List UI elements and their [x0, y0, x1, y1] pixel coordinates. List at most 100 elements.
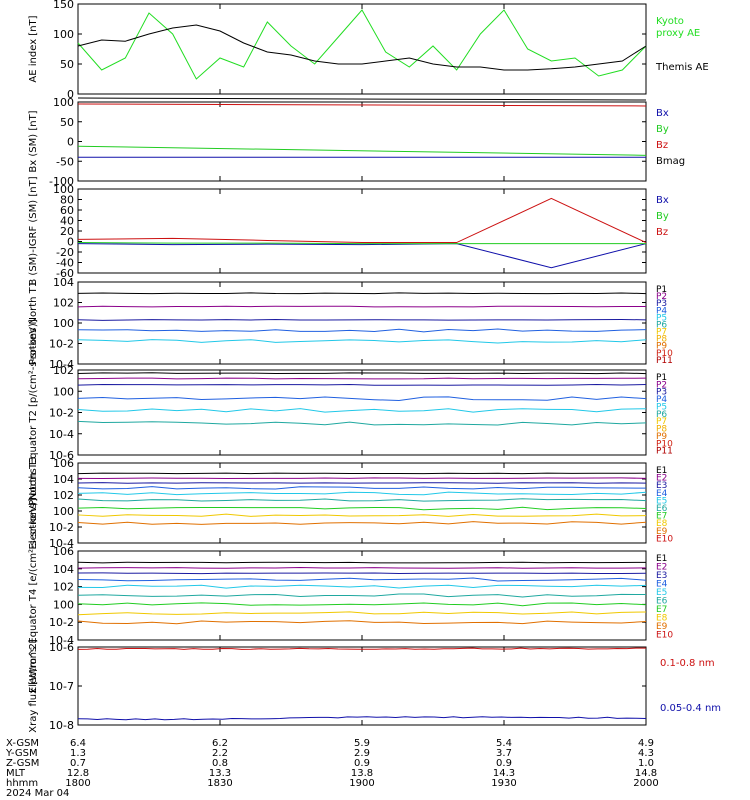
y-axis-label: Protons North T1: [28, 281, 39, 365]
series-line: [77, 472, 647, 475]
footer-value: 5.9: [354, 738, 370, 749]
y-axis-label: Protons Equator T2 [p/(cm²-s-sr-keV)]: [28, 319, 39, 506]
legend-entry: 0.05-0.4 nm: [660, 703, 721, 714]
legend-entry: Bz: [656, 227, 668, 238]
y-tick-label: 100: [53, 183, 74, 196]
legend-entry: E4: [656, 489, 668, 499]
legend-entry: P10: [656, 349, 673, 359]
legend-entry: E3: [656, 571, 667, 581]
legend-entry: Themis AE: [655, 62, 709, 73]
y-tick-label: 102: [53, 581, 74, 594]
series-line: [77, 521, 647, 525]
legend-entry: P11: [656, 447, 673, 457]
series-line: [77, 9, 647, 80]
y-tick-label: -50: [56, 155, 74, 168]
footer-value: 0.9: [354, 758, 370, 769]
legend-entry: Bz: [656, 140, 668, 151]
legend-entry: P3: [656, 388, 667, 398]
y-tick-label: 100: [53, 96, 74, 109]
y-tick-label: 10-8: [49, 719, 74, 732]
legend-entry: E2: [656, 563, 667, 573]
y-tick-label: 10-4: [49, 634, 74, 647]
series-line: [77, 420, 647, 426]
footer-date: 2024 Mar 04: [6, 788, 69, 799]
footer-value: 12.8: [67, 768, 89, 779]
footer-row-label: Z-GSM: [6, 758, 39, 769]
y-tick-label: 20: [60, 225, 74, 238]
y-tick-label: 100: [53, 505, 74, 518]
legend-entry: E7: [656, 512, 667, 522]
legend-entry: E5: [656, 496, 667, 506]
panel-frame-7: [77, 646, 647, 726]
footer-value: 4.9: [638, 738, 654, 749]
y-tick-label: 10-7: [49, 680, 74, 693]
series-line: [77, 577, 647, 582]
series-line: [77, 24, 647, 71]
series-line: [77, 506, 647, 511]
legend-entry: proxy AE: [656, 28, 700, 39]
y-tick-label: 102: [53, 489, 74, 502]
footer-value: 5.4: [496, 738, 512, 749]
legend-entry: P6: [656, 320, 667, 330]
y-axis-label: B (SM)-IGRF (SM) [nT]: [28, 176, 39, 285]
legend-entry: P2: [656, 292, 667, 302]
series-line: [77, 377, 647, 380]
footer-value: 0.9: [496, 758, 512, 769]
legend-entry: E1: [656, 466, 667, 476]
footer-value: 1.0: [638, 758, 654, 769]
panel-frame-3: [77, 281, 647, 365]
series-line: [77, 292, 647, 295]
y-tick-label: 100: [53, 317, 74, 330]
series-line: [77, 561, 647, 564]
legend-entry: E1: [656, 554, 667, 564]
y-tick-label: -40: [56, 257, 74, 270]
series-line: [77, 243, 647, 269]
legend-entry: P8: [656, 335, 667, 345]
legend-entry: E10: [656, 534, 673, 544]
series-line: [77, 572, 647, 575]
series-line: [77, 716, 647, 721]
series-line: [77, 513, 647, 517]
series-line: [77, 328, 647, 333]
legend-entry: E2: [656, 474, 667, 484]
footer-value: 1900: [349, 778, 374, 789]
legend-entry: P9: [656, 432, 667, 442]
legend-entry: 0.1-0.8 nm: [660, 658, 715, 669]
series-line: [77, 593, 647, 598]
y-axis-label: Bx (SM) [nT]: [28, 110, 39, 172]
legend-entry: E6: [656, 504, 668, 514]
series-line: [77, 477, 647, 480]
y-tick-label: 100: [53, 598, 74, 611]
legend-entry: Bmag: [656, 156, 685, 167]
legend-entry: P4: [656, 395, 667, 405]
y-tick-label: 150: [53, 0, 74, 11]
series-line: [77, 339, 647, 344]
legend-entry: P6: [656, 410, 667, 420]
panel-frame-4: [77, 369, 647, 456]
series-line: [77, 647, 647, 650]
series-line: [77, 383, 647, 386]
y-tick-label: 80: [60, 194, 74, 207]
legend-entry: P9: [656, 342, 667, 352]
legend-entry: P5: [656, 402, 667, 412]
footer-value: 3.7: [496, 748, 512, 759]
legend-entry: Kyoto: [656, 16, 684, 27]
legend-entry: P11: [656, 356, 673, 366]
series-line: [77, 498, 647, 502]
y-tick-label: 106: [53, 457, 74, 470]
series-line: [77, 97, 647, 101]
y-tick-label: 10-6: [49, 449, 74, 462]
legend-entry: E8: [656, 519, 668, 529]
series-line: [77, 491, 647, 496]
series-line: [77, 611, 647, 616]
series-line: [77, 145, 647, 156]
legend-entry: P1: [656, 373, 667, 383]
footer-value: 14.8: [635, 768, 657, 779]
legend-entry: P2: [656, 380, 667, 390]
legend-entry: P7: [656, 328, 667, 338]
y-tick-label: -60: [56, 267, 74, 280]
y-tick-label: -100: [49, 175, 74, 188]
footer-value: 2.9: [354, 748, 370, 759]
y-tick-label: 10-6: [49, 641, 74, 654]
